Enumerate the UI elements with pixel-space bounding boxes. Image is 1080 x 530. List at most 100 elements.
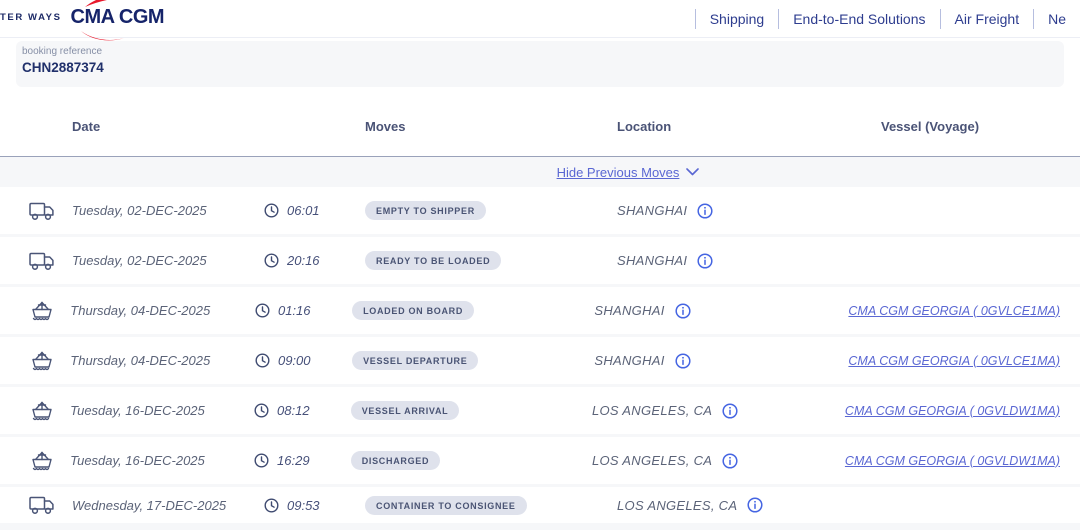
move-location-cell: SHANGHAI (617, 252, 875, 269)
move-icon-cell (0, 449, 70, 473)
move-status-badge: LOADED ON BOARD (352, 301, 475, 320)
nav-item-shipping[interactable]: Shipping (709, 10, 765, 27)
move-status-cell: READY TO BE LOADED (365, 251, 617, 270)
move-time: 08:12 (277, 403, 310, 418)
nav-item-news[interactable]: Ne (1048, 10, 1066, 27)
move-time: 01:16 (277, 303, 311, 318)
toggle-row: Hide Previous Moves (0, 157, 1080, 187)
vessel-link[interactable]: CMA CGM GEORGIA ( 0GVLCE1MA) (848, 353, 1061, 368)
booking-reference-label: booking reference (22, 46, 103, 57)
column-header-date: Date (72, 119, 101, 134)
move-icon-cell (0, 200, 72, 222)
move-date: Tuesday, 02-DEC-2025 (72, 253, 207, 268)
move-row: Thursday, 04-DEC-2025 01:16 LOADED ON BO… (0, 287, 1080, 334)
move-row: Tuesday, 16-DEC-2025 08:12 VESSEL ARRIVA… (0, 387, 1080, 434)
vessel-link[interactable]: CMA CGM GEORGIA ( 0GVLCE1MA) (848, 303, 1061, 318)
clock-icon (264, 253, 279, 268)
move-location-cell: LOS ANGELES, CA (591, 452, 839, 469)
info-icon[interactable] (697, 202, 713, 219)
nav-divider (1033, 8, 1035, 29)
move-row: Wednesday, 17-DEC-2025 09:53 CONTAINER T… (0, 487, 1080, 523)
logo-swoosh-top-icon (84, 0, 107, 7)
nav-item-end-to-end-solutions[interactable]: End-to-End Solutions (793, 10, 926, 27)
move-status-cell: DISCHARGED (350, 451, 592, 470)
move-row: Tuesday, 02-DEC-2025 20:16 READY TO BE L… (0, 237, 1080, 284)
move-location-cell: SHANGHAI (617, 202, 875, 219)
booking-panel-wrap: booking reference CHN2887374 (0, 38, 1080, 87)
brand-tagline: TER WAYS (0, 12, 62, 23)
ship-icon (32, 451, 52, 470)
move-location: LOS ANGELES, CA (617, 497, 738, 513)
clock-icon (264, 497, 279, 513)
move-status-badge: VESSEL ARRIVAL (350, 401, 460, 420)
move-date: Thursday, 04-DEC-2025 (70, 303, 211, 318)
ship-icon (32, 401, 52, 420)
clock-icon (255, 303, 270, 318)
info-icon[interactable] (675, 302, 691, 319)
move-date: Tuesday, 16-DEC-2025 (70, 403, 205, 418)
move-time-cell: 09:00 (253, 353, 352, 368)
move-vessel-cell: CMA CGM GEORGIA ( 0GVLCE1MA) (842, 302, 1080, 320)
move-vessel-cell: CMA CGM GEORGIA ( 0GVLDW1MA) (839, 402, 1080, 420)
nav-item-air-freight[interactable]: Air Freight (954, 10, 1020, 27)
move-status-badge: DISCHARGED (350, 451, 441, 470)
move-status-badge: READY TO BE LOADED (365, 251, 502, 270)
booking-panel: booking reference CHN2887374 (16, 41, 1064, 87)
hide-previous-moves-label: Hide Previous Moves (556, 164, 680, 180)
move-vessel-cell: CMA CGM GEORGIA ( 0GVLCE1MA) (842, 352, 1080, 370)
ship-icon (32, 301, 52, 320)
move-location-cell: LOS ANGELES, CA (617, 497, 875, 513)
move-time-cell: 01:16 (253, 303, 352, 318)
brand-logo-text: CMA CGM (70, 6, 165, 28)
brand-logo[interactable]: TER WAYS CMA CGM (0, 0, 165, 41)
clock-icon (254, 453, 269, 468)
move-location: LOS ANGELES, CA (591, 453, 713, 468)
move-time: 16:29 (277, 453, 310, 468)
clock-icon (254, 403, 269, 418)
move-location-cell: SHANGHAI (594, 302, 842, 319)
move-row: Thursday, 04-DEC-2025 09:00 VESSEL DEPAR… (0, 337, 1080, 384)
move-date: Thursday, 04-DEC-2025 (70, 353, 211, 368)
move-time-cell: 09:53 (262, 498, 365, 513)
move-location: SHANGHAI (617, 253, 688, 268)
info-icon[interactable] (722, 402, 738, 419)
moves-table-header: Date Moves Location Vessel (Voyage) (0, 87, 1080, 157)
move-location-cell: SHANGHAI (594, 352, 842, 369)
nav-divider (939, 8, 941, 29)
vessel-link[interactable]: CMA CGM GEORGIA ( 0GVLDW1MA) (844, 453, 1060, 468)
move-time: 09:53 (287, 497, 320, 513)
move-status-cell: VESSEL DEPARTURE (352, 351, 594, 370)
move-icon-cell (0, 399, 70, 423)
hide-previous-moves-link[interactable]: Hide Previous Moves (557, 165, 700, 180)
move-time: 09:00 (277, 353, 311, 368)
move-icon-cell (0, 349, 70, 373)
column-header-moves: Moves (365, 119, 406, 134)
vessel-link[interactable]: CMA CGM GEORGIA ( 0GVLDW1MA) (844, 403, 1060, 418)
move-time-cell: 06:01 (262, 203, 365, 218)
info-icon[interactable] (747, 497, 763, 513)
move-status-cell: VESSEL ARRIVAL (350, 401, 592, 420)
move-icon-cell (0, 250, 72, 272)
info-icon[interactable] (697, 252, 713, 269)
move-location-cell: LOS ANGELES, CA (591, 402, 839, 419)
ship-icon (32, 351, 52, 370)
booking-reference-value: CHN2887374 (22, 60, 104, 75)
nav-divider (778, 8, 780, 29)
main-nav: Shipping End-to-End Solutions Air Freigh… (694, 0, 1080, 37)
move-location: SHANGHAI (594, 353, 665, 368)
move-vessel-cell: CMA CGM GEORGIA ( 0GVLDW1MA) (839, 452, 1080, 470)
nav-divider (694, 8, 696, 29)
move-status-cell: EMPTY TO SHIPPER (365, 201, 617, 220)
column-header-vessel: Vessel (Voyage) (881, 119, 980, 134)
move-time-cell: 08:12 (252, 403, 351, 418)
info-icon[interactable] (722, 452, 738, 469)
move-date: Wednesday, 17-DEC-2025 (72, 497, 227, 513)
move-location: LOS ANGELES, CA (591, 403, 713, 418)
info-icon[interactable] (675, 352, 691, 369)
move-icon-cell (0, 299, 70, 323)
moves-section: Hide Previous Moves (0, 157, 1080, 530)
move-date: Tuesday, 16-DEC-2025 (70, 453, 205, 468)
logo-swoosh-bottom-icon (80, 31, 124, 41)
move-time: 20:16 (287, 253, 320, 268)
move-time: 06:01 (287, 203, 320, 218)
